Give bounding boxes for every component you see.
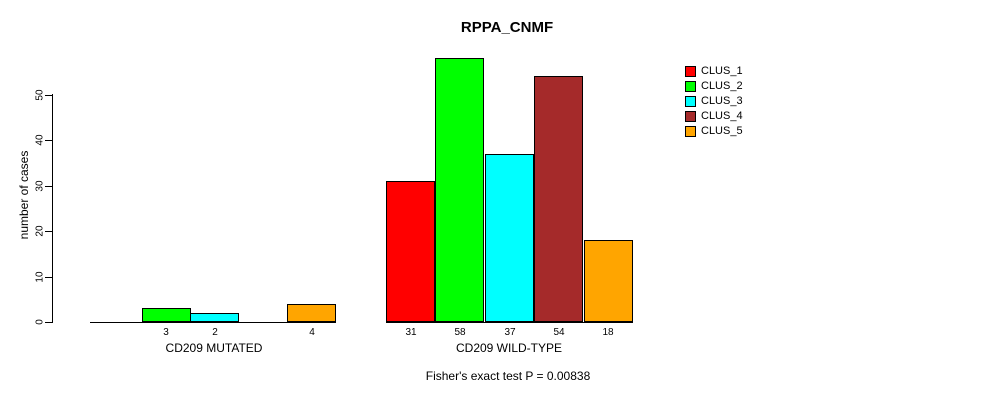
y-tick-label: 50 — [34, 88, 46, 101]
bar-clus_5-group2 — [584, 240, 633, 322]
y-tick-label: 30 — [34, 179, 46, 192]
bar-value-label: 54 — [553, 327, 565, 338]
legend-item: CLUS_5 — [685, 124, 743, 139]
legend: CLUS_1 CLUS_2 CLUS_3 CLUS_4 CLUS_5 — [685, 64, 743, 139]
bar-clus_4-group2 — [534, 76, 583, 322]
y-tick — [45, 94, 52, 96]
legend-item-label: CLUS_3 — [701, 95, 743, 107]
group-label-mutated: CD209 MUTATED — [165, 341, 263, 355]
y-tick — [45, 185, 52, 187]
legend-swatch-clus_3 — [685, 96, 696, 107]
x-axis-baseline — [90, 322, 336, 323]
legend-item-label: CLUS_2 — [701, 80, 743, 92]
legend-swatch-clus_5 — [685, 126, 696, 137]
bar-value-label: 37 — [504, 327, 516, 338]
bar-value-label: 58 — [454, 327, 466, 338]
legend-item: CLUS_1 — [685, 64, 743, 79]
y-tick-label: 40 — [34, 134, 46, 146]
legend-item: CLUS_2 — [685, 79, 743, 94]
legend-item-label: CLUS_4 — [701, 110, 743, 122]
bar-clus_3-group2 — [485, 154, 534, 322]
bar-clus_3-group1 — [190, 313, 239, 322]
legend-swatch-clus_1 — [685, 66, 696, 77]
y-axis-line — [52, 94, 53, 323]
bar-clus_1-group2 — [386, 181, 435, 322]
bar-clus_2-group1 — [142, 308, 191, 322]
legend-item-label: CLUS_5 — [701, 125, 743, 137]
y-tick-label: 20 — [34, 225, 46, 237]
group-label-wild-type: CD209 WILD-TYPE — [455, 341, 563, 355]
bar-value-label: 3 — [163, 327, 169, 338]
bar-value-label: 2 — [212, 327, 218, 338]
bar-value-label: 31 — [405, 327, 417, 338]
legend-item: CLUS_4 — [685, 109, 743, 124]
y-tick — [45, 322, 52, 323]
y-tick — [45, 140, 52, 141]
bar-value-label: 18 — [602, 327, 614, 338]
legend-item-label: CLUS_1 — [701, 65, 743, 77]
bar-clus_5-group1 — [287, 304, 336, 322]
y-tick-label: 10 — [34, 270, 46, 283]
legend-item: CLUS_3 — [685, 94, 743, 109]
y-tick-label: 0 — [34, 319, 46, 325]
y-tick — [45, 276, 52, 278]
bar-value-label: 4 — [309, 327, 315, 338]
legend-swatch-clus_4 — [685, 111, 696, 122]
fisher-test-annotation: Fisher's exact test P = 0.00838 — [425, 369, 591, 383]
y-tick — [45, 231, 52, 232]
x-axis-baseline — [386, 322, 633, 323]
y-axis-label: number of cases — [17, 150, 31, 240]
chart-title: RPPA_CNMF — [460, 19, 554, 36]
legend-swatch-clus_2 — [685, 81, 696, 92]
bar-clus_2-group2 — [435, 58, 484, 322]
